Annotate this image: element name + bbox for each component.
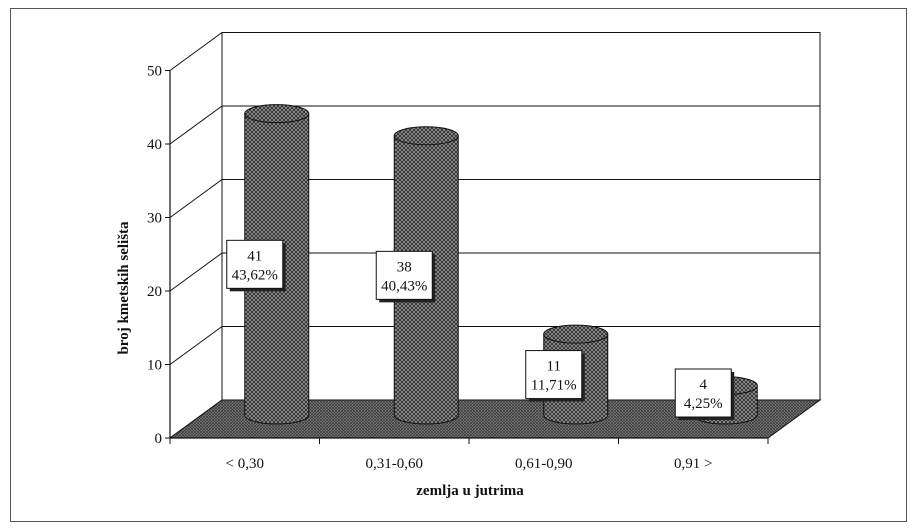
data-label-1: 38 40,43% [375,250,436,303]
data-label-value-1: 38 [397,259,412,275]
data-label-value-3: 4 [700,377,708,393]
grid-layer [169,32,821,439]
x-axis-title: zemlja u jutrima [416,483,524,499]
data-label-value-0: 41 [247,248,262,264]
y-tick-label-5: 50 [147,64,162,80]
data-label-2: 11 11,71% [525,350,585,402]
side-gridline-1 [169,326,223,365]
data-label-box-0 [226,239,284,289]
x-tick-label-2: 0,61-0,90 [515,456,573,472]
side-gridline-4 [169,105,223,145]
data-label-box-2 [525,350,583,400]
data-label-percent-2: 11,71% [531,378,577,394]
y-tick-label-1: 10 [147,358,162,374]
data-label-percent-3: 4,25% [684,396,723,412]
data-label-3: 4 4,25% [674,368,735,420]
x-tick-label-0: < 0,30 [226,456,264,472]
bar-top-2 [543,324,609,344]
x-tick-label-1: 0,31-0,60 [366,456,424,472]
data-label-box-3 [674,368,732,418]
back-wall [221,32,821,401]
side-gridline-3 [169,179,223,218]
data-label-0: 41 43,62% [226,239,286,292]
side-gridline-5 [169,32,223,71]
axis-layer: 0 10 20 30 40 50 < 0,30 0,31-0,60 0,61-0,90 0,91 … [147,32,822,472]
y-tick-label-3: 30 [147,211,162,227]
data-label-percent-0: 43,62% [232,267,278,283]
side-gridline-2 [169,252,223,292]
label-layer: 41 43,62% 38 40,43% 11 11,71% 4 4,25% [226,239,735,420]
y-tick-label-2: 20 [147,284,162,300]
bar-top-1 [393,126,459,146]
y-tick-label-4: 40 [147,137,162,153]
bar-top-0 [244,104,310,124]
y-tick-label-0: 0 [155,431,163,447]
data-label-value-2: 11 [547,359,561,375]
x-tick-label-3: 0,91 > [674,456,712,472]
y-axis-title: broj kmetskih selišta [116,221,132,355]
data-label-box-1 [375,250,433,300]
data-label-percent-1: 40,43% [381,278,427,294]
